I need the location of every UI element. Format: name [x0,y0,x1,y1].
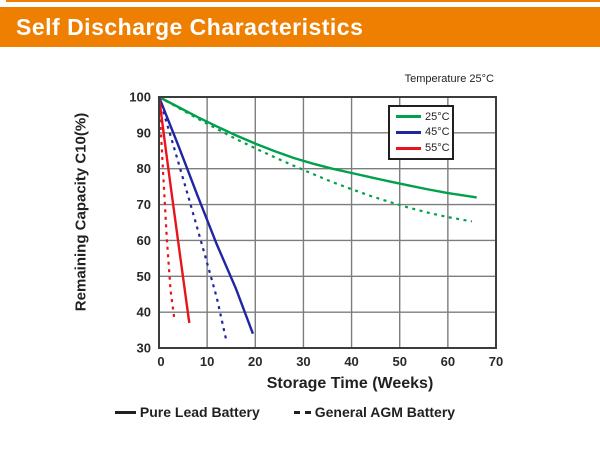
legend-line-sample-55c [396,146,421,150]
legend-label-55c: 55°C [425,142,450,155]
series-line-45-c-general-agm-battery [157,96,228,342]
temperature-note: Temperature 25°C [404,73,494,85]
x-axis-title: Storage Time (Weeks) [266,375,434,392]
temperature-legend: 25°C 45°C 55°C [388,105,454,160]
y-tick-label: 50 [137,269,151,284]
x-tick-label: 50 [392,354,406,369]
plot-border [158,96,497,349]
y-tick-label: 100 [129,90,151,105]
legend-label-25c: 25°C [425,110,450,123]
x-tick-label: 10 [200,354,214,369]
x-tick-label: 20 [248,354,262,369]
y-tick-label: 60 [137,233,151,248]
solid-line-sample [114,410,136,414]
legend-line-sample-25c [396,115,421,119]
series-line-45-c-pure-lead-battery [157,96,255,335]
y-tick-label: 40 [137,305,151,320]
legend-label-45c: 45°C [425,126,450,139]
legend-item-general-agm: General AGM Battery [293,404,456,420]
legend-item-55c: 55°C [396,142,452,154]
dashed-line-sample [293,410,311,414]
x-tick-label: 0 [157,354,164,369]
y-tick-label: 30 [137,341,151,356]
y-tick-label: 90 [137,125,151,140]
series-line-55-c-pure-lead-battery [157,96,191,324]
header-top-rule [6,0,600,2]
general-agm-label: General AGM Battery [314,404,456,420]
y-tick-label: 70 [137,197,151,212]
legend-line-sample-45c [396,130,421,134]
x-tick-label: 40 [344,354,358,369]
legend-item-pure-lead: Pure Lead Battery [114,404,260,420]
header-banner: Self Discharge Characteristics [0,7,600,47]
series-line-25-c-pure-lead-battery [158,95,477,199]
y-tick-label: 80 [137,161,151,176]
page-title: Self Discharge Characteristics [16,13,364,40]
legend-item-25c: 25°C [396,111,452,123]
pure-lead-label: Pure Lead Battery [139,404,260,420]
x-tick-label: 30 [296,354,310,369]
y-axis-title: Remaining Capacity C10(%) [72,112,90,312]
legend-item-45c: 45°C [396,126,452,138]
x-tick-label: 60 [441,354,455,369]
series-line-55-c-general-agm-battery [157,96,176,320]
battery-type-legend: Pure Lead Battery General AGM Battery [0,404,570,420]
x-tick-label: 70 [489,354,503,369]
